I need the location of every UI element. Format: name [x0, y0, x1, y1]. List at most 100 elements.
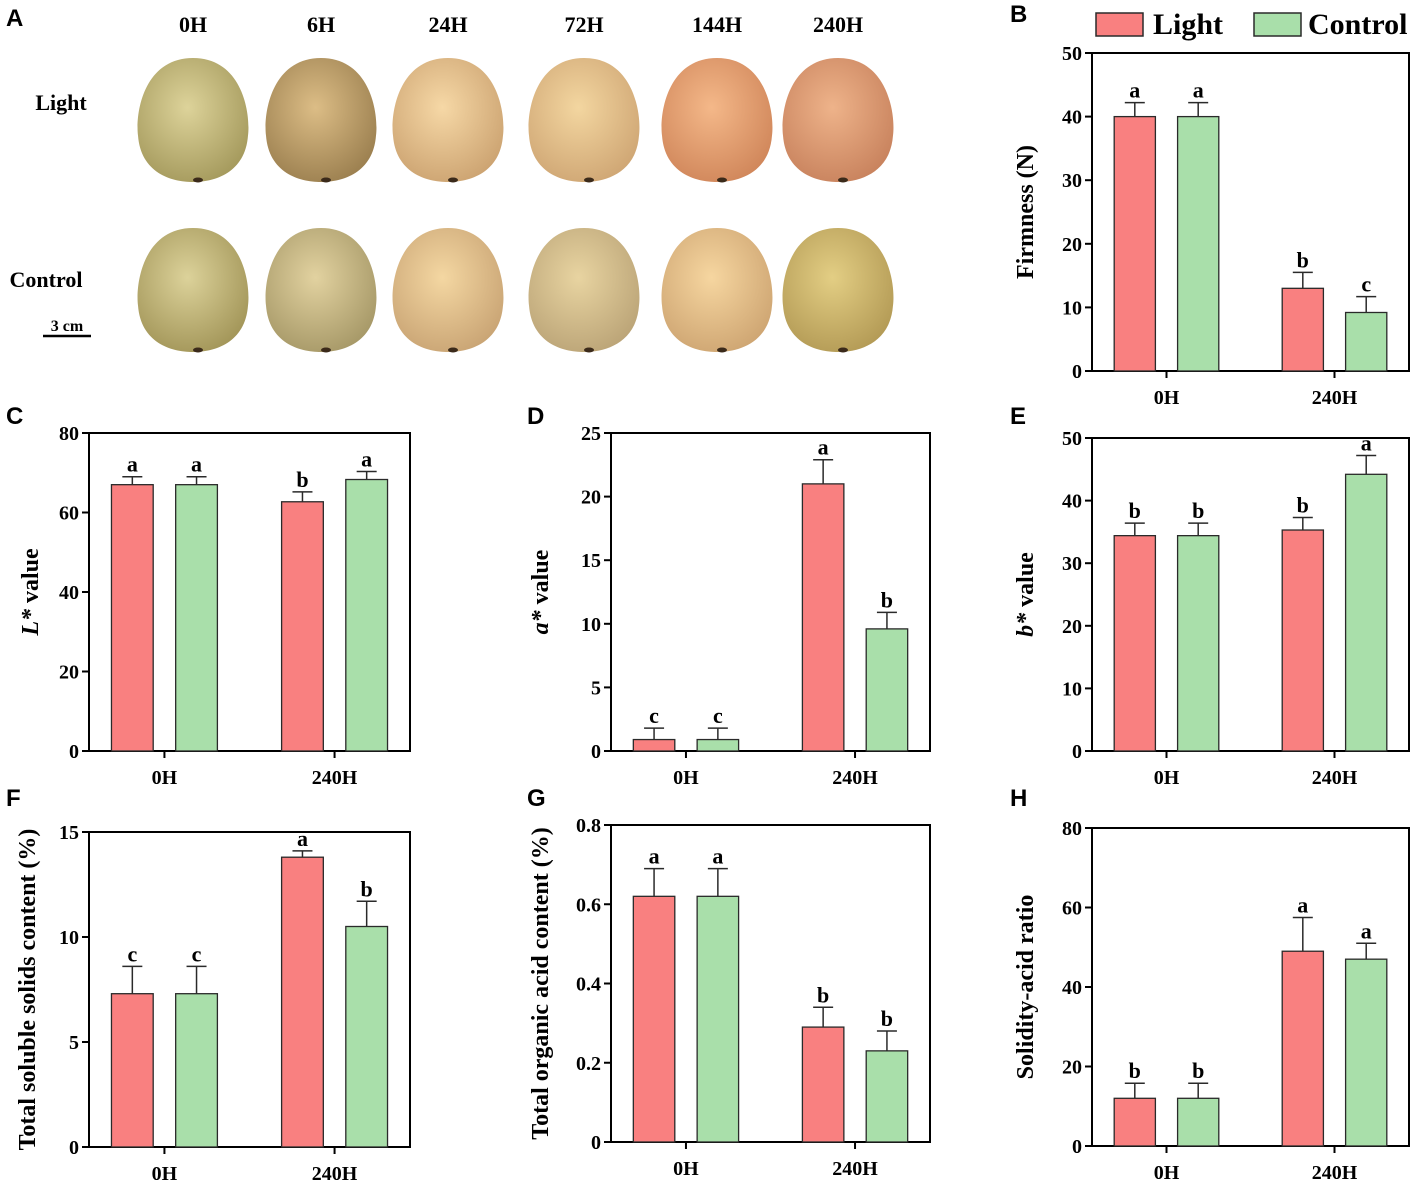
significance-letter: b — [1129, 498, 1141, 523]
legend-swatch-control — [1253, 12, 1302, 37]
significance-letter: b — [1297, 493, 1309, 518]
bar-control-240h — [865, 1050, 909, 1143]
bar-light-240h — [280, 856, 324, 1148]
panel-f-soluble-solids-chart: F 0 5 10 15 Total soluble solids content (%) 0… — [6, 785, 411, 1185]
time-label-6h: 6H — [307, 12, 335, 37]
panel-letter-g: G — [527, 785, 546, 812]
panel-letter-h: H — [1010, 785, 1027, 812]
panel-c-l-value-chart: C 0 20 40 60 80 L* value 0H a a 240H b a — [6, 403, 411, 789]
y-tick-label: 0 — [591, 1132, 601, 1154]
bar-light-240h — [1281, 529, 1325, 752]
fruit-control-72h — [528, 228, 640, 352]
significance-letter: c — [127, 941, 137, 966]
y-tick-label: 80 — [1062, 818, 1082, 840]
y-tick-label: 10 — [59, 927, 79, 949]
bar-light-0h — [1113, 115, 1157, 372]
y-axis-title: Total organic acid content (%) — [528, 827, 554, 1139]
bar-control-240h — [1344, 311, 1388, 372]
y-axis-title: Total soluble solids content (%) — [15, 829, 41, 1151]
y-axis-title: Firmness (N) — [1013, 145, 1039, 279]
fruit-stem — [448, 177, 458, 183]
panel-letter-d: D — [527, 403, 544, 430]
fruit-stem — [193, 347, 203, 353]
y-tick-label: 15 — [581, 550, 601, 572]
bar-light-0h — [632, 738, 676, 752]
bar-control-240h — [345, 925, 389, 1148]
legend-swatch-light — [1095, 12, 1144, 37]
x-tick-label: 0H — [152, 767, 178, 789]
panel-a-fruit-photos: A Light Control 3 cm 0H 6H 24H 72H 144H 240H — [6, 5, 894, 353]
fruit-stem — [717, 347, 727, 353]
bar-light-240h — [1281, 287, 1325, 372]
bar-light-0h — [110, 993, 154, 1148]
fruit-control-144h — [661, 228, 773, 352]
bar-control-0h — [1176, 535, 1220, 752]
significance-letter: a — [361, 447, 372, 472]
panel-letter-f: F — [6, 785, 21, 812]
bar-light-0h — [632, 895, 676, 1143]
y-tick-label: 0 — [1072, 361, 1082, 383]
legend-label-light: Light — [1153, 8, 1223, 41]
time-label-72h: 72H — [564, 12, 603, 37]
y-tick-label: 20 — [581, 487, 601, 509]
fruit-stem — [717, 177, 727, 183]
significance-letter: b — [817, 982, 829, 1007]
significance-letter: b — [296, 467, 308, 492]
x-tick-label: 240H — [312, 767, 358, 789]
significance-letter: c — [1361, 272, 1371, 297]
y-axis-title: Solidity-acid ratio — [1013, 895, 1039, 1080]
time-label-240h: 240H — [813, 12, 863, 37]
y-axis-title: a* value — [528, 549, 554, 634]
y-tick-label: 40 — [59, 582, 79, 604]
panel-letter-b: B — [1010, 1, 1027, 28]
fruit-light-24h — [392, 58, 504, 182]
bar-light-240h — [801, 1026, 845, 1143]
fruit-stem — [321, 177, 331, 183]
plot-frame — [610, 432, 931, 752]
y-tick-label: 0 — [69, 1137, 79, 1159]
x-tick-label: 0H — [152, 1163, 178, 1185]
fruit-control-0h — [137, 228, 249, 352]
y-tick-label: 10 — [1062, 678, 1082, 700]
y-tick-label: 5 — [591, 677, 601, 699]
panel-d-a-value-chart: D 0 5 10 15 20 25 a* value 0H c c 240H a b — [527, 403, 931, 789]
y-tick-label: 20 — [1062, 234, 1082, 256]
panel-b-firmness-chart: B 0 10 20 30 40 50 Firmness (N) 0H a a 240H b c — [1010, 1, 1410, 409]
bar-control-240h — [865, 628, 909, 752]
y-tick-label: 20 — [1062, 1057, 1082, 1079]
fruit-light-72h — [528, 58, 640, 182]
y-tick-label: 25 — [581, 423, 601, 445]
significance-letter: a — [1129, 78, 1140, 103]
fruit-light-0h — [137, 58, 249, 182]
x-tick-label: 240H — [832, 767, 878, 789]
fruit-light-144h — [661, 58, 773, 182]
bar-light-0h — [1113, 535, 1157, 752]
significance-letter: b — [881, 1006, 893, 1031]
y-tick-label: 60 — [59, 503, 79, 525]
y-tick-label: 40 — [1062, 107, 1082, 129]
significance-letter: c — [649, 703, 659, 728]
fruit-light-6h — [265, 58, 377, 182]
significance-letter: b — [1192, 498, 1204, 523]
y-tick-label: 15 — [59, 822, 79, 844]
significance-letter: a — [649, 844, 660, 869]
y-tick-label: 0 — [69, 741, 79, 763]
x-tick-label: 240H — [312, 1163, 358, 1185]
row-label-light: Light — [35, 90, 87, 115]
y-tick-label: 50 — [1062, 43, 1082, 65]
y-tick-label: 5 — [69, 1032, 79, 1054]
significance-letter: a — [127, 452, 138, 477]
significance-letter: a — [1361, 431, 1372, 456]
significance-letter: b — [881, 587, 893, 612]
panel-e-b-value-chart: E 0 10 20 30 40 50 b* value 0H b b 240H b a — [1010, 403, 1410, 789]
significance-letter: b — [1129, 1058, 1141, 1083]
significance-letter: a — [297, 826, 308, 851]
significance-letter: b — [361, 876, 373, 901]
bar-control-0h — [1176, 115, 1220, 372]
y-axis-title: b* value — [1013, 552, 1039, 637]
y-tick-label: 50 — [1062, 428, 1082, 450]
fruit-stem — [838, 347, 848, 353]
y-tick-label: 0 — [1072, 741, 1082, 763]
y-tick-label: 40 — [1062, 977, 1082, 999]
